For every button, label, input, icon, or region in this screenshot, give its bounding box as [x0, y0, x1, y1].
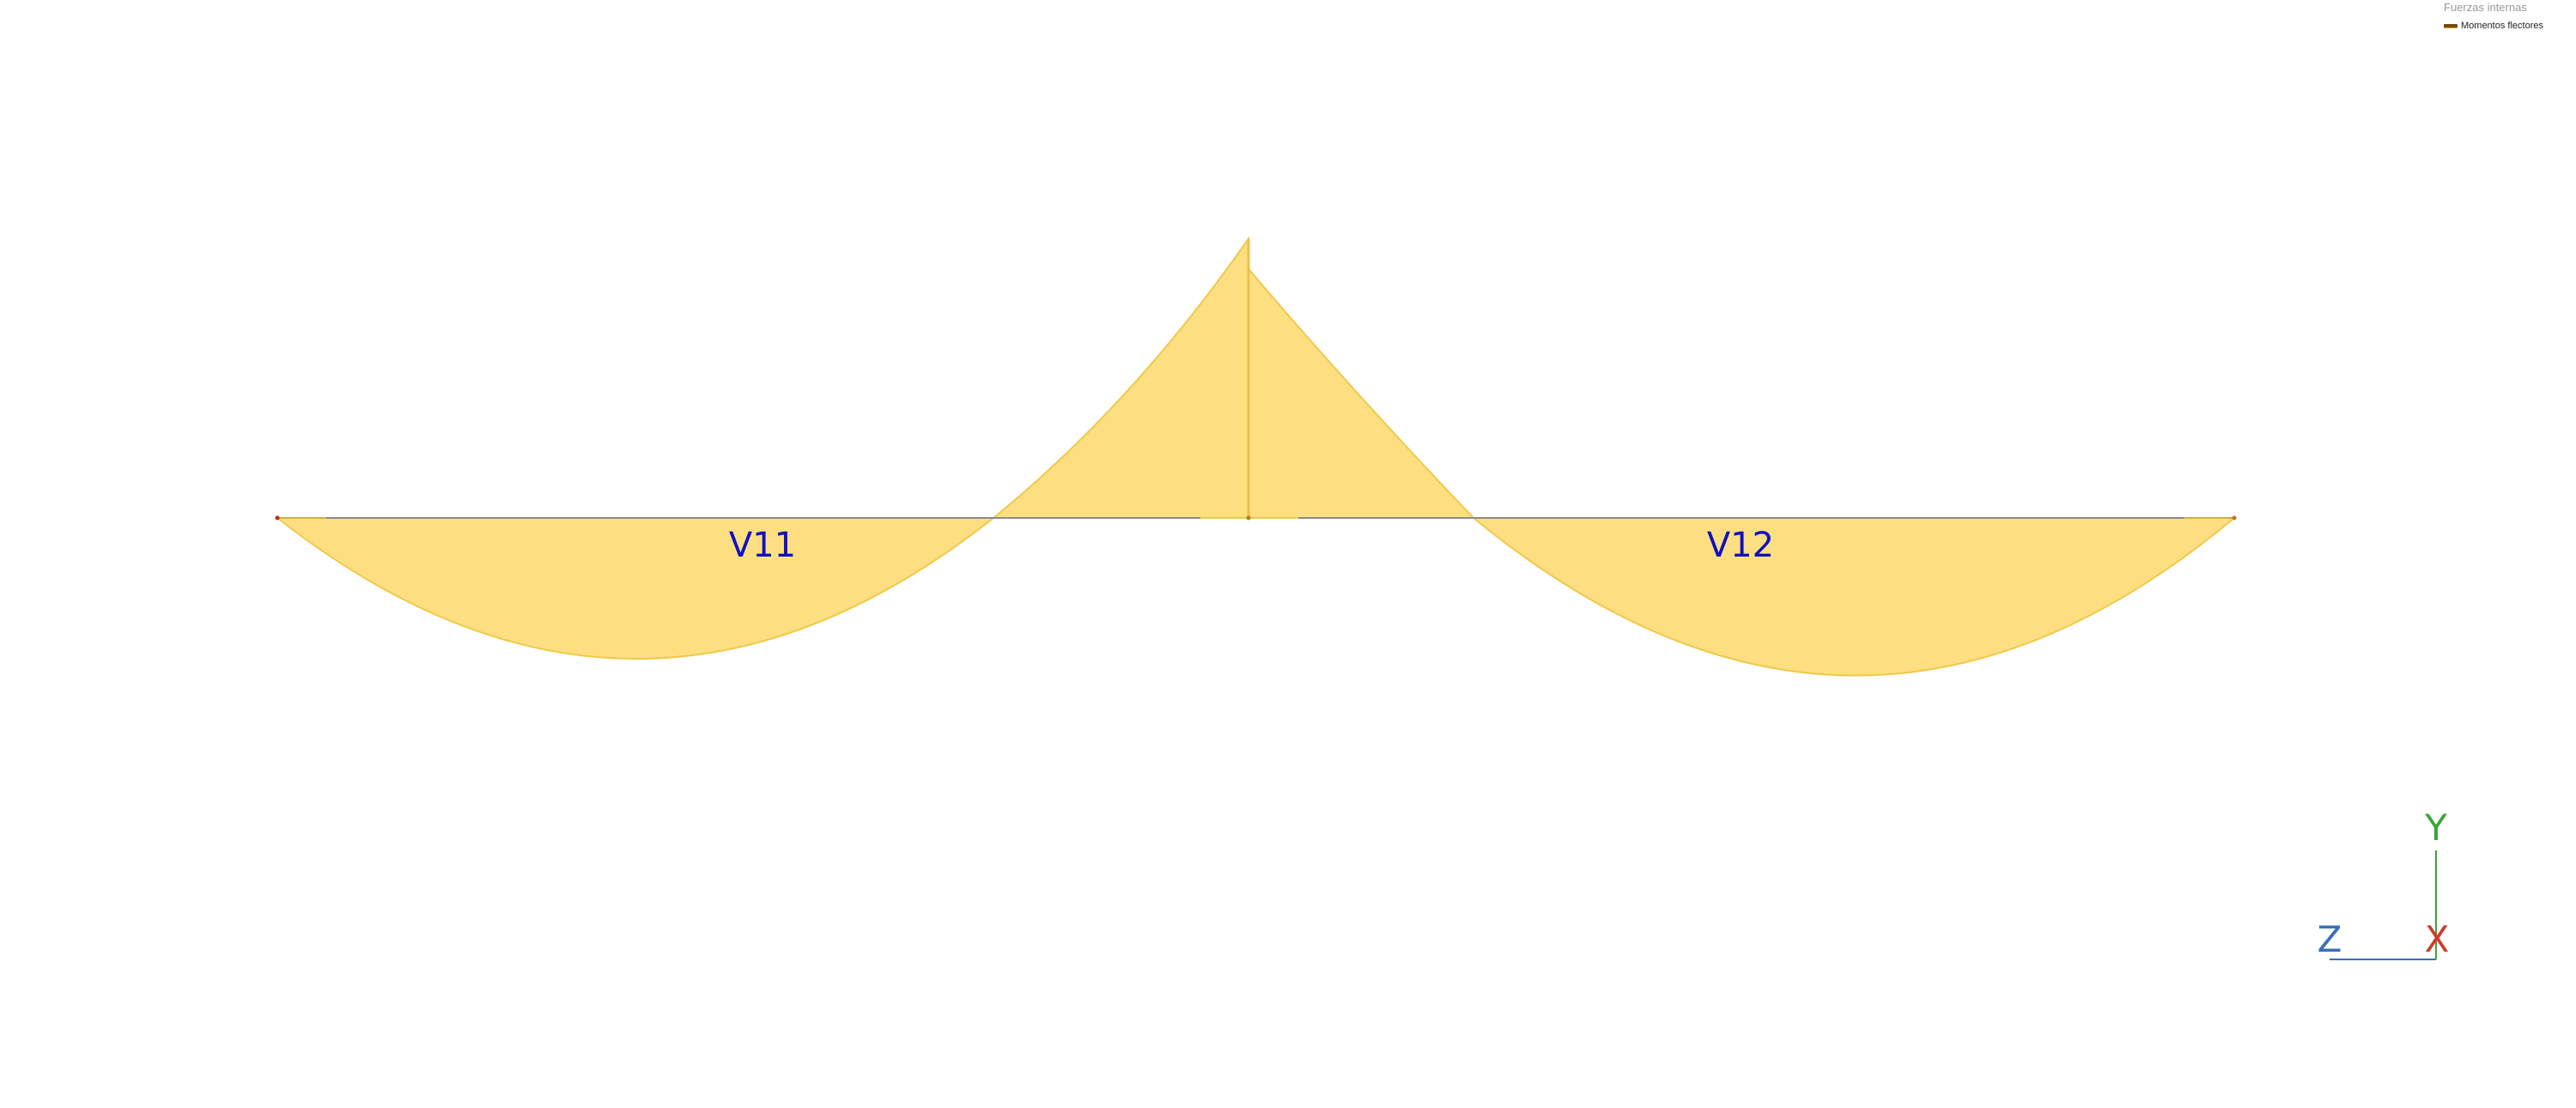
x-axis-label: X [2425, 918, 2450, 960]
z-axis-label: Z [2318, 918, 2342, 960]
axis-triad: Y X Z [2318, 807, 2450, 960]
beam-label-v11[interactable]: V11 [729, 526, 796, 565]
legend-item-bending-moments[interactable]: Momentos flectores [2444, 21, 2564, 31]
legend-label: Momentos flectores [2461, 21, 2543, 31]
moment-diagram-v12-sagging [1471, 517, 2237, 677]
node-left[interactable] [275, 515, 280, 521]
node-right[interactable] [2232, 515, 2237, 521]
node-center[interactable] [1246, 515, 1251, 521]
legend-title: Fuerzas internas [2444, 1, 2527, 14]
legend-panel: Fuerzas internas Momentos flectores [2444, 0, 2564, 31]
y-axis-label: Y [2424, 807, 2447, 849]
moment-diagram-support-hogging-right [1248, 266, 1476, 519]
beam-label-v12[interactable]: V12 [1707, 526, 1774, 565]
moment-diagram-v11-sagging [275, 517, 996, 660]
moment-diagram-support-hogging-left [991, 235, 1249, 519]
legend-swatch [2444, 24, 2458, 27]
